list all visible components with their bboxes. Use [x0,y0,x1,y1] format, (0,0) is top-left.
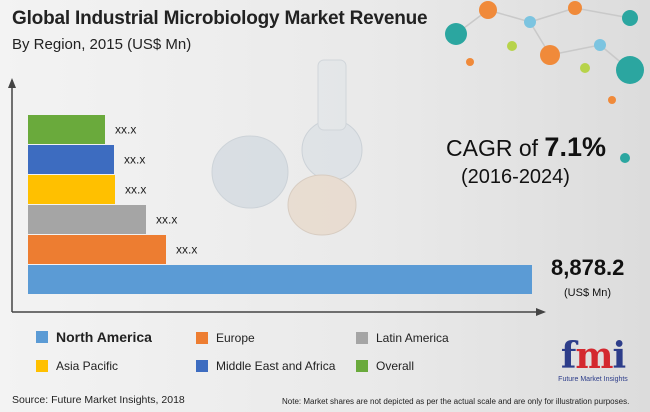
legend-label: Middle East and Africa [216,359,336,373]
bar-middle-east-and-africa [28,145,114,174]
legend-swatch [36,331,48,343]
bar-series: xx.x xx.x xx.x xx.x xx.x [28,115,532,294]
bar-europe [28,235,166,264]
chart-title: Global Industrial Microbiology Market Re… [12,8,428,29]
legend-item-north-america: North America [36,329,152,345]
legend-item-latin-america: Latin America [356,331,449,345]
chart-subtitle: By Region, 2015 (US$ Mn) [12,36,192,53]
cagr-label: CAGR of 7.1% [446,132,606,163]
fmi-logo-mark: fmi [560,335,626,377]
legend-item-middle-east-africa: Middle East and Africa [196,359,335,373]
cagr-prefix: CAGR of [446,135,545,161]
glassware-illustration [211,59,363,236]
legend-item-europe: Europe [196,331,255,345]
cagr-period: (2016-2024) [461,166,570,188]
source-note: Source: Future Market Insights, 2018 [12,394,185,406]
cagr-value: 7.1% [544,132,606,162]
bar-value-label: xx.x [124,153,145,167]
bar-overall [28,115,105,144]
legend-swatch [196,360,208,372]
fmi-logo: fmi Future Market Insights [548,338,638,383]
legend-item-asia-pacific: Asia Pacific [36,359,118,373]
molecule-nodes [445,1,644,163]
legend-item-overall: Overall [356,359,414,373]
legend-swatch [196,332,208,344]
bar-value-label: xx.x [125,183,146,197]
north-america-unit-label: (US$ Mn) [564,287,612,299]
bar-north-america [28,265,532,294]
legend-label: Overall [376,359,415,373]
legend-label: Europe [216,331,255,345]
north-america-value-label: 8,878.2 [551,255,625,280]
legend-label: North America [56,329,152,345]
y-axis-arrow [8,78,16,88]
bar-value-label: xx.x [156,213,177,227]
bar-value-label: xx.x [176,243,197,257]
legend-label: Latin America [376,331,449,345]
fmi-logo-text: Future Market Insights [558,376,628,383]
legend-swatch [356,332,368,344]
bar-latin-america [28,205,146,234]
disclaimer-note: Note: Market shares are not depicted as … [282,397,630,406]
bar-asia-pacific [28,175,115,204]
legend-label: Asia Pacific [56,359,119,373]
x-axis-arrow [536,308,546,316]
bar-value-label: xx.x [115,123,136,137]
legend-swatch [356,360,368,372]
legend-swatch [36,360,48,372]
